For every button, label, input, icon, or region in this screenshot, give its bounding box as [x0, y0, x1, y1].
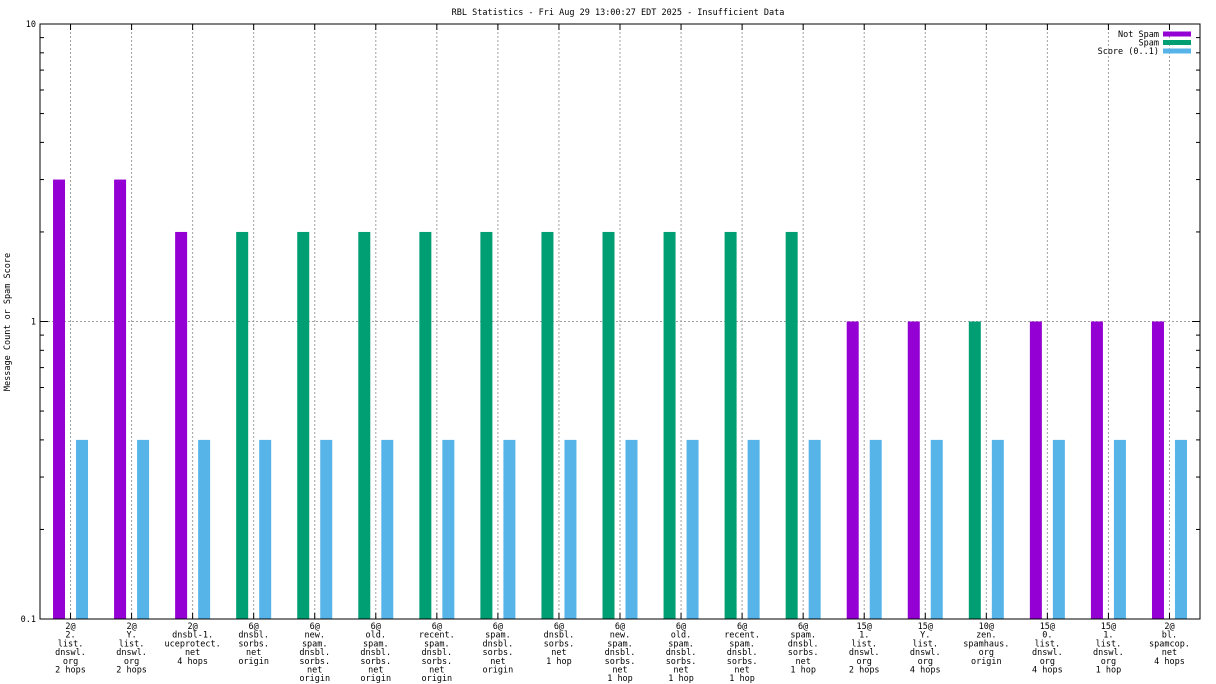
bar-not-spam — [907, 321, 920, 619]
bar-score-0-1 — [259, 439, 272, 619]
bar-spam — [663, 231, 676, 619]
bar-not-spam — [1151, 321, 1164, 619]
x-tick-label: 6@ dnsbl. sorbs. net 1 hop — [544, 622, 575, 667]
y-tick-label: 0.1 — [21, 615, 36, 625]
x-tick-label: 2@ 2. list. dnswl. org 2 hops — [55, 622, 86, 676]
y-tick-label: 1 — [31, 318, 36, 328]
bar-spam — [541, 231, 554, 619]
legend-label: Not Spam — [1118, 30, 1159, 40]
bar-score-0-1 — [320, 439, 333, 619]
bar-score-0-1 — [686, 439, 699, 619]
bar-score-0-1 — [137, 439, 150, 619]
bar-score-0-1 — [381, 439, 394, 619]
x-tick-label: 6@ old. spam. dnsbl. sorbs. net 1 hop — [666, 622, 697, 684]
x-tick-label: 10@ zen. spamhaus. org origin — [963, 622, 1009, 667]
bar-score-0-1 — [1174, 439, 1187, 619]
y-tick-labels: 0.1 1 10 — [21, 20, 36, 625]
bar-spam — [480, 231, 493, 619]
legend-swatch — [1163, 31, 1191, 37]
chart-title: RBL Statistics - Fri Aug 29 13:00:27 EDT… — [452, 8, 785, 18]
bar-spam — [724, 231, 737, 619]
legend-swatch — [1163, 48, 1191, 54]
x-tick-label: 6@ spam. dnsbl. sorbs. net origin — [483, 622, 514, 676]
axis-ticks — [40, 24, 1200, 620]
grid-lines — [40, 24, 1200, 619]
bar-score-0-1 — [869, 439, 882, 619]
bar-not-spam — [114, 179, 127, 619]
x-tick-label: 15@ Y. list. dnswl. org 4 hops — [910, 622, 941, 676]
bar-not-spam — [846, 321, 859, 619]
x-tick-label: 15@ 1. list. dnswl. org 2 hops — [849, 622, 880, 676]
bar-spam — [602, 231, 615, 619]
bar-not-spam — [1090, 321, 1103, 619]
legend-label: Score (0..1) — [1098, 47, 1159, 57]
x-tick-label: 6@ recent. spam. dnsbl. sorbs. net 1 hop — [724, 622, 760, 684]
bar-not-spam — [175, 231, 188, 619]
x-tick-labels: 2@ 2. list. dnswl. org 2 hops 2@ Y. list. dnswl. o… — [55, 622, 1190, 684]
x-tick-label: 6@ spam. dnsbl. sorbs. net 1 hop — [788, 622, 819, 676]
bar-score-0-1 — [625, 439, 638, 619]
bar-score-0-1 — [198, 439, 211, 619]
bar-spam — [785, 231, 798, 619]
bar-spam — [236, 231, 249, 619]
bar-not-spam — [1029, 321, 1042, 619]
bar-score-0-1 — [564, 439, 577, 619]
bar-score-0-1 — [808, 439, 821, 619]
legend-swatch — [1163, 40, 1191, 45]
x-tick-label: 6@ dnsbl. sorbs. net origin — [238, 622, 269, 667]
bar-score-0-1 — [930, 439, 943, 619]
x-tick-label: 6@ new. spam. dnsbl. sorbs. net origin — [299, 622, 330, 684]
bars — [53, 179, 1187, 619]
bar-score-0-1 — [1052, 439, 1065, 619]
x-tick-label: 15@ 1. list. dnswl. org 1 hop — [1093, 622, 1124, 676]
x-tick-label: 6@ recent. spam. dnsbl. sorbs. net origin — [419, 622, 455, 684]
bar-score-0-1 — [76, 439, 89, 619]
x-tick-label: 6@ old. spam. dnsbl. sorbs. net origin — [360, 622, 391, 684]
bar-score-0-1 — [1113, 439, 1126, 619]
bar-spam — [968, 321, 981, 619]
bar-spam — [297, 231, 310, 619]
x-tick-label: 15@ 0. list. dnswl. org 4 hops — [1032, 622, 1063, 676]
bar-score-0-1 — [747, 439, 760, 619]
bar-score-0-1 — [503, 439, 516, 619]
x-tick-label: 2@ dnsbl-1. uceprotect. net 4 hops — [164, 622, 220, 667]
y-axis-label: Message Count or Spam Score — [3, 253, 13, 391]
bar-spam — [358, 231, 371, 619]
y-tick-label: 10 — [26, 20, 36, 30]
bar-not-spam — [53, 179, 66, 619]
bar-score-0-1 — [442, 439, 455, 619]
x-tick-label: 6@ new. spam. dnsbl. sorbs. net 1 hop — [605, 622, 636, 684]
x-tick-label: 2@ Y. list. dnswl. org 2 hops — [116, 622, 147, 676]
x-tick-label: 2@ bl. spamcop. net 4 hops — [1149, 622, 1190, 667]
bar-score-0-1 — [991, 439, 1004, 619]
bar-spam — [419, 231, 432, 619]
legend-label: Spam — [1139, 39, 1159, 49]
